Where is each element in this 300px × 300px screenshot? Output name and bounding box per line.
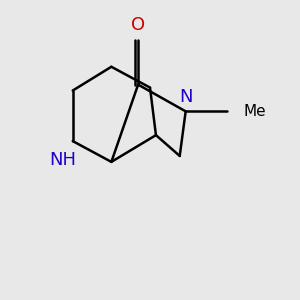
- Text: N: N: [179, 88, 192, 106]
- Text: NH: NH: [49, 152, 76, 169]
- Text: Me: Me: [244, 104, 266, 119]
- Text: O: O: [131, 16, 145, 34]
